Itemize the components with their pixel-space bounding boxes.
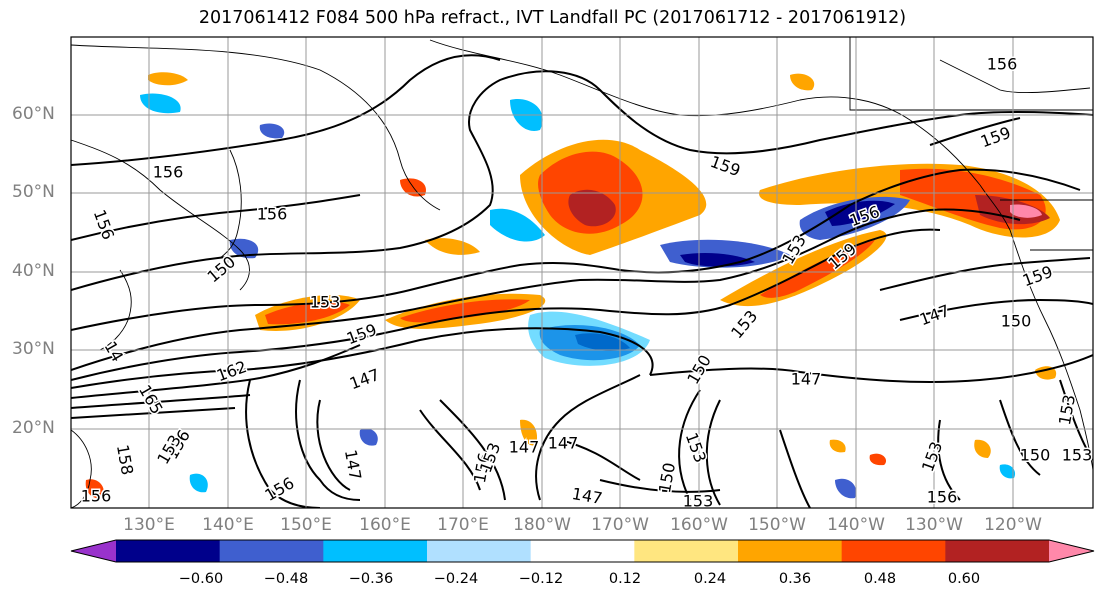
negative-anomaly-patch xyxy=(229,238,259,259)
map-frame xyxy=(70,36,1094,509)
negative-anomaly-patch xyxy=(835,478,857,499)
colorbar-tick-label: −0.24 xyxy=(433,571,479,587)
lon-label: 170°E xyxy=(437,515,489,535)
contour-label: 156 xyxy=(987,55,1018,74)
negative-anomaly-patch xyxy=(790,73,815,91)
negative-anomaly-patch xyxy=(140,93,181,114)
lon-label: 150°W xyxy=(748,515,806,535)
positive-anomaly-patch xyxy=(1010,204,1042,218)
lon-label: 160°W xyxy=(670,515,728,535)
colorbar xyxy=(70,539,1095,563)
contour-label: 153 xyxy=(683,492,714,511)
colorbar-extend-high xyxy=(1049,540,1094,562)
lat-label: 30°N xyxy=(12,339,55,359)
colorbar-tick-label: 0.48 xyxy=(863,571,897,587)
negative-anomaly-patch xyxy=(490,208,545,242)
positive-anomaly-patch xyxy=(869,453,887,466)
lon-label: 140°W xyxy=(827,515,885,535)
gridlines xyxy=(71,37,1093,508)
shading-layer xyxy=(85,72,1060,499)
negative-anomaly-patch xyxy=(825,200,895,226)
colorbar-segment xyxy=(323,540,428,562)
contour-label: 147 xyxy=(548,434,579,453)
figure-title: 2017061412 F084 500 hPa refract., IVT La… xyxy=(198,8,907,28)
contour-label: 150 xyxy=(1001,312,1032,331)
colorbar-segment xyxy=(738,540,843,562)
contour-label: 156 xyxy=(927,488,958,507)
colorbar-tick-label: −0.36 xyxy=(348,571,394,587)
positive-anomaly-patch xyxy=(829,439,846,453)
lat-label: 40°N xyxy=(12,261,55,281)
contour-label: 156 xyxy=(257,205,288,224)
lon-label: 170°W xyxy=(591,515,649,535)
contour-label: 156 xyxy=(81,487,112,506)
contour-label: 147 xyxy=(509,438,540,457)
positive-anomaly-patch xyxy=(425,238,480,255)
colorbar-outline xyxy=(70,539,1095,563)
lon-label: 130°E xyxy=(123,515,175,535)
negative-anomaly-patch xyxy=(999,464,1016,479)
coastlines xyxy=(71,37,1093,508)
positive-anomaly-patch xyxy=(400,299,530,323)
lon-label: 160°E xyxy=(359,515,411,535)
lon-label: 150°E xyxy=(280,515,332,535)
negative-anomaly-patch xyxy=(259,123,285,139)
contour-label: 150 xyxy=(655,461,679,494)
contour-label: 153 xyxy=(310,293,341,312)
colorbar-extend-low xyxy=(71,540,116,562)
contour-label: 156 xyxy=(153,163,184,182)
colorbar-tick-label: −0.60 xyxy=(178,571,224,587)
positive-anomaly-patch xyxy=(148,72,188,86)
colorbar-tick-label: 0.12 xyxy=(608,571,642,587)
lat-label: 60°N xyxy=(12,104,55,124)
positive-anomaly-patch xyxy=(568,189,616,227)
lon-label: 140°E xyxy=(202,515,254,535)
contour-label: 147 xyxy=(791,370,822,389)
positive-anomaly-patch xyxy=(760,240,875,298)
colorbar-tick-label: −0.48 xyxy=(263,571,309,587)
colorbar-segment xyxy=(219,540,324,562)
lat-label: 20°N xyxy=(12,418,55,438)
positive-anomaly-patch xyxy=(974,439,991,458)
colorbar-segment xyxy=(634,540,739,562)
colorbar-segment xyxy=(841,540,946,562)
colorbar-segment xyxy=(427,540,532,562)
negative-anomaly-patch xyxy=(359,428,378,446)
colorbar-tick-label: 0.60 xyxy=(947,571,981,587)
lon-label: 130°W xyxy=(905,515,963,535)
lon-label: 120°W xyxy=(984,515,1042,535)
positive-anomaly-patch xyxy=(520,419,538,446)
colorbar-tick-label: 0.24 xyxy=(693,571,727,587)
colorbar-tick-label: 0.36 xyxy=(778,571,812,587)
positive-anomaly-patch xyxy=(265,301,350,325)
colorbar-segment xyxy=(116,540,221,562)
colorbar-tick-label: −0.12 xyxy=(518,571,564,587)
contour-label: 150 xyxy=(1020,446,1051,465)
negative-anomaly-patch xyxy=(189,473,208,493)
colorbar-segment xyxy=(530,540,635,562)
positive-anomaly-patch xyxy=(85,479,104,499)
lat-label: 50°N xyxy=(12,182,55,202)
contour-label: 153 xyxy=(1062,446,1093,465)
lon-label: 180°W xyxy=(513,515,571,535)
colorbar-segment xyxy=(945,540,1050,562)
